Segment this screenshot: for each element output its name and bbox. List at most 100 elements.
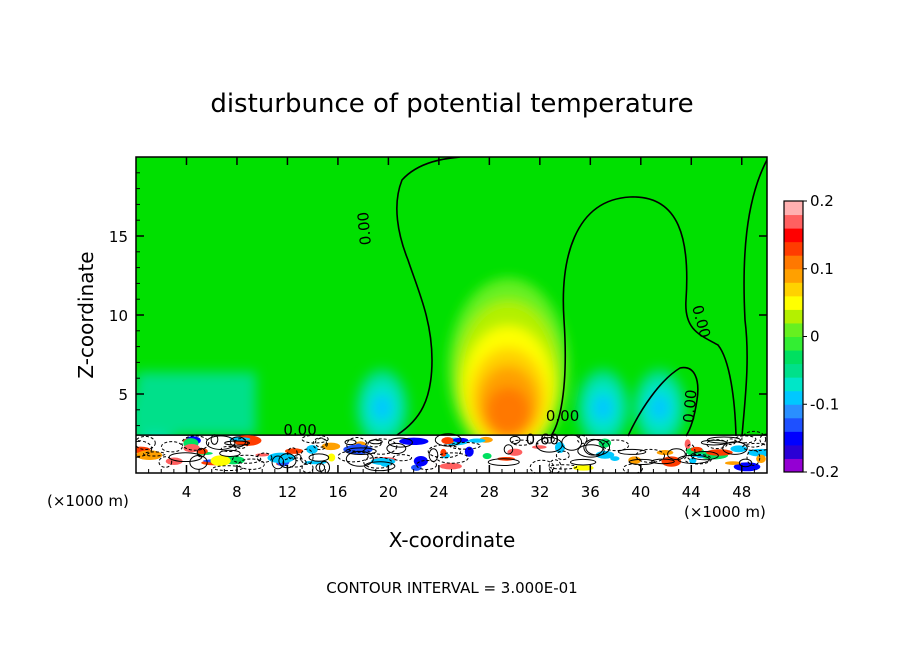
- surface-contour: [741, 430, 767, 448]
- surface-contour: [746, 449, 761, 466]
- cold-region-left: [136, 372, 256, 436]
- colorbar-swatch-10: [784, 322, 803, 337]
- colorbar-swatch-15: [784, 255, 803, 270]
- surface-contour: [434, 433, 462, 447]
- contour-line-zero-small: [627, 366, 699, 437]
- surface-blob: [690, 446, 703, 452]
- surface-contour: [210, 434, 219, 445]
- surface-contour: [363, 456, 393, 469]
- surface-contour: [271, 455, 285, 470]
- x-tick-label-24: 24: [429, 483, 448, 501]
- plot-area: 0.000.000.000.000.600.00: [136, 157, 767, 473]
- chart-title: disturbunce of potential temperature: [210, 89, 693, 119]
- x-tick-label-28: 28: [480, 483, 499, 501]
- surface-contour: [344, 439, 357, 446]
- surface-contour: [436, 452, 469, 464]
- surface-contour: [602, 439, 630, 452]
- contour-line-zero-right: [741, 158, 767, 437]
- surface-contour: [345, 447, 377, 455]
- surface-contour: [509, 435, 521, 444]
- surface-contour: [233, 438, 249, 449]
- colorbar-swatch-19: [784, 201, 803, 216]
- surface-blob: [656, 450, 674, 456]
- x-unit-right: (×1000 m): [684, 503, 766, 521]
- surface-contour: [759, 433, 767, 446]
- surface-contour: [555, 450, 570, 461]
- x-tick-label-32: 32: [530, 483, 549, 501]
- surface-contour: [577, 444, 605, 458]
- colorbar-swatch-2: [784, 431, 803, 446]
- surface-contour: [205, 435, 236, 450]
- surface-contour: [189, 454, 208, 470]
- surface-blob: [507, 448, 523, 456]
- colorbar-swatch-4: [784, 404, 803, 419]
- surface-blob: [610, 456, 620, 462]
- x-tick-label-20: 20: [379, 483, 398, 501]
- surface-contour: [287, 447, 298, 460]
- surface-blob: [747, 448, 767, 457]
- surface-contour: [219, 449, 241, 457]
- anomaly-blurred-group: [136, 278, 686, 460]
- colorbar-swatch-1: [784, 444, 803, 459]
- x-unit-left: (×1000 m): [47, 492, 129, 510]
- surface-contour: [585, 439, 611, 456]
- surface-blob: [441, 437, 455, 445]
- surface-blob: [439, 462, 462, 470]
- surface-contour: [706, 439, 728, 450]
- colorbar-label-1: 0.1: [810, 260, 834, 278]
- surface-contour: [577, 435, 588, 444]
- surface-blob: [440, 448, 447, 457]
- surface-contour: [337, 450, 369, 463]
- surface-contour: [224, 440, 250, 446]
- surface-layer: [136, 430, 767, 473]
- surface-contour: [136, 440, 153, 457]
- surface-contour: [677, 454, 711, 465]
- warm-anomaly-level-5: [486, 387, 531, 436]
- y-tick-label-15: 15: [109, 228, 128, 246]
- colorbar-swatch-12: [784, 295, 803, 310]
- surface-contour: [387, 437, 413, 448]
- surface-contour: [651, 458, 675, 465]
- surface-blob: [532, 445, 547, 449]
- anomaly-layer: [136, 278, 686, 460]
- surface-blob: [724, 461, 741, 465]
- surface-contour: [487, 458, 520, 467]
- surface-contour: [685, 443, 696, 460]
- x-tick-label-16: 16: [328, 483, 347, 501]
- colorbar: 0.2 0.1 0 -0.1 -0.2: [783, 192, 839, 481]
- surface-contour: [635, 448, 666, 463]
- y-axis-label: Z-coordinate: [74, 251, 98, 378]
- colorbar-swatch-5: [784, 390, 803, 405]
- x-tick-label-40: 40: [631, 483, 650, 501]
- colorbar-label-3: -0.1: [810, 395, 839, 413]
- x-axis-label: X-coordinate: [389, 528, 516, 552]
- surface-contour: [428, 448, 439, 463]
- contour-line-zero-arch: [550, 196, 737, 437]
- surface-contour: [136, 435, 156, 451]
- surface-blob: [136, 450, 163, 461]
- surface-contour: [583, 438, 604, 456]
- surface-blob: [306, 444, 318, 454]
- colorbar-swatch-9: [784, 336, 803, 351]
- x-tick-label-48: 48: [732, 483, 751, 501]
- x-tick-label-44: 44: [682, 483, 701, 501]
- surface-blob: [756, 454, 766, 464]
- surface-blob: [684, 439, 691, 449]
- colorbar-swatch-8: [784, 350, 803, 365]
- surface-contour: [738, 458, 753, 468]
- colorbar-swatch-18: [784, 214, 803, 229]
- surface-contour: [561, 434, 583, 451]
- colorbar-label-2: 0: [810, 328, 820, 346]
- surface-blob: [706, 449, 733, 456]
- x-tick-label-8: 8: [232, 483, 242, 501]
- surface-contour: [158, 456, 173, 468]
- x-tick-label-36: 36: [581, 483, 600, 501]
- contour-line-zero-left: [396, 157, 461, 436]
- surface-contour: [628, 458, 655, 466]
- contour-label-3: 0.00: [546, 407, 579, 425]
- surface-contour: [734, 435, 757, 444]
- surface-contour: [549, 464, 578, 470]
- colorbar-label-4: -0.2: [810, 463, 839, 481]
- surface-blob: [689, 457, 697, 464]
- surface-contour: [529, 459, 555, 473]
